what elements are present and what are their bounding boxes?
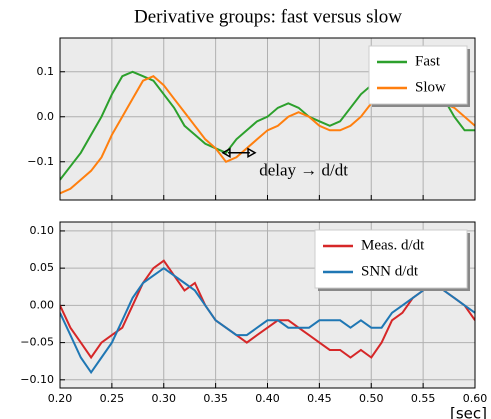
plot-frame (59, 221, 476, 389)
y-tick-label: 0.1 (37, 65, 55, 78)
x-tick-label: 0.35 (203, 392, 228, 405)
y-tick-label: −0.05 (20, 336, 54, 349)
x-tick-label: 0.40 (255, 392, 280, 405)
legend-label: Fast (415, 53, 441, 69)
arrow-head (221, 147, 257, 159)
legend-label: Meas. d/dt (361, 237, 425, 253)
x-tick-label: 0.60 (463, 392, 488, 405)
x-tick-label: 0.55 (411, 392, 436, 405)
y-tick-label: 0.0 (37, 110, 55, 123)
chart-title: Derivative groups: fast versus slow (134, 6, 402, 27)
legend-box (368, 45, 468, 105)
data-line (60, 266, 475, 375)
annotation: delay → d/dt (259, 161, 348, 180)
legend-label: Slow (415, 79, 446, 95)
y-tick-label: 0.05 (30, 261, 55, 274)
x-tick-label: 0.25 (100, 392, 125, 405)
x-axis-label: [sec] (450, 405, 487, 419)
x-tick-label: 0.45 (307, 392, 332, 405)
x-tick-label: 0.30 (152, 392, 177, 405)
legend-box (314, 229, 468, 289)
y-tick-label: −0.10 (20, 373, 54, 386)
x-tick-label: 0.50 (359, 392, 384, 405)
x-tick-label: 0.20 (48, 392, 73, 405)
data-line (60, 259, 475, 360)
legend-label: SNN d/dt (361, 263, 419, 279)
y-tick-label: 0.10 (30, 224, 55, 237)
y-tick-label: 0.00 (30, 298, 55, 311)
y-tick-label: −0.1 (27, 155, 54, 168)
plot-frame (59, 37, 476, 201)
